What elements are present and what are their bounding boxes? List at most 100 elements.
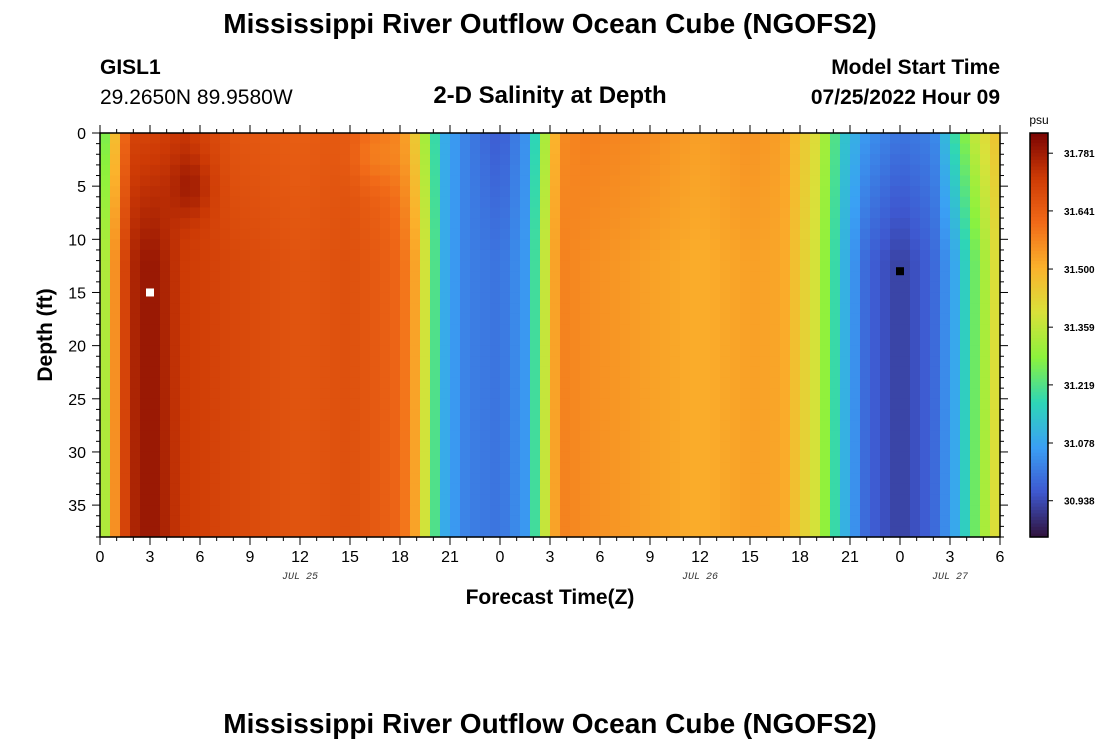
heatmap-cell [460,313,471,325]
heatmap-cell [270,366,281,379]
heatmap-cell [540,430,551,442]
heatmap-cell [870,420,881,432]
heatmap-cell [890,356,901,368]
heatmap-cell [340,515,351,527]
heatmap-cell [590,515,601,527]
heatmap-cell [980,430,991,442]
heatmap-cell [770,239,781,251]
heatmap-cell [750,526,761,538]
heatmap-cell [180,260,191,272]
heatmap-cell [660,483,671,496]
heatmap-cell [900,324,911,336]
heatmap-cell [930,356,941,368]
heatmap-cell [840,430,851,442]
heatmap-cell [340,451,351,464]
heatmap-cell [860,430,871,442]
heatmap-cell [890,207,901,219]
heatmap-cell [530,335,541,347]
heatmap-cell [160,228,171,240]
heatmap-cell [610,154,621,166]
heatmap-cell [570,260,581,272]
heatmap-cell [450,473,461,485]
heatmap-cell [160,335,171,347]
heatmap-cell [370,303,381,315]
heatmap-cell [960,281,971,294]
heatmap-cell [640,473,651,485]
heatmap-cell [960,228,971,240]
heatmap-cell [730,260,741,272]
heatmap-cell [720,164,731,177]
heatmap-cell [440,494,451,506]
heatmap-cell [460,398,471,411]
heatmap-cell [500,228,511,240]
heatmap-cell [910,430,921,442]
heatmap-cell [760,473,771,485]
heatmap-cell [340,260,351,272]
heatmap-cell [850,345,861,357]
heatmap-cell [660,313,671,325]
heatmap-cell [330,292,341,304]
heatmap-cell [860,366,871,379]
colorbar-swatch [1030,301,1048,306]
heatmap-cell [880,154,891,166]
heatmap-cell [830,154,841,166]
heatmap-cell [120,451,131,464]
colorbar-swatch [1030,469,1048,474]
heatmap-cell [640,398,651,411]
heatmap-cell [230,515,241,527]
heatmap-cell [340,154,351,166]
heatmap-cell [280,133,291,145]
heatmap-cell [470,175,481,187]
heatmap-cell [190,175,201,187]
heatmap-cell [800,441,811,453]
heatmap-cell [990,303,1001,315]
heatmap-cell [360,462,371,474]
heatmap-cell [720,505,731,517]
heatmap-cell [610,366,621,379]
heatmap-cell [240,218,251,230]
heatmap-cell [670,356,681,368]
heatmap-cell [400,303,411,315]
heatmap-cell [890,303,901,315]
heatmap-cell [820,494,831,506]
heatmap-cell [390,154,401,166]
heatmap-cell [980,388,991,400]
heatmap-cell [420,335,431,347]
heatmap-cell [990,462,1001,474]
colorbar-swatch [1030,200,1048,205]
heatmap-cell [940,430,951,442]
heatmap-cell [450,388,461,400]
heatmap-cell [350,377,361,389]
heatmap-cell [650,271,661,283]
heatmap-cell [460,154,471,166]
heatmap-cell [580,186,591,198]
heatmap-cell [140,133,151,145]
heatmap-cell [720,473,731,485]
heatmap-cell [990,164,1001,177]
heatmap-cell [940,324,951,336]
heatmap-cell [690,515,701,527]
heatmap-cell [780,207,791,219]
heatmap-cell [570,303,581,315]
heatmap-cell [940,356,951,368]
heatmap-cell [740,483,751,496]
heatmap-cell [980,526,991,538]
heatmap-cell [850,388,861,400]
y-tick-label: 15 [68,285,86,302]
heatmap-cell [540,196,551,209]
heatmap-cell [100,494,111,506]
heatmap-cell [510,451,521,464]
heatmap-cell [550,271,561,283]
heatmap-cell [260,494,271,506]
heatmap-cell [450,430,461,442]
heatmap-cell [830,228,841,240]
heatmap-cell [830,335,841,347]
heatmap-cell [340,164,351,177]
heatmap-cell [310,324,321,336]
heatmap-cell [600,441,611,453]
heatmap-cell [340,494,351,506]
heatmap-cell [140,154,151,166]
heatmap-cell [650,345,661,357]
heatmap-cell [280,196,291,209]
heatmap-cell [920,451,931,464]
